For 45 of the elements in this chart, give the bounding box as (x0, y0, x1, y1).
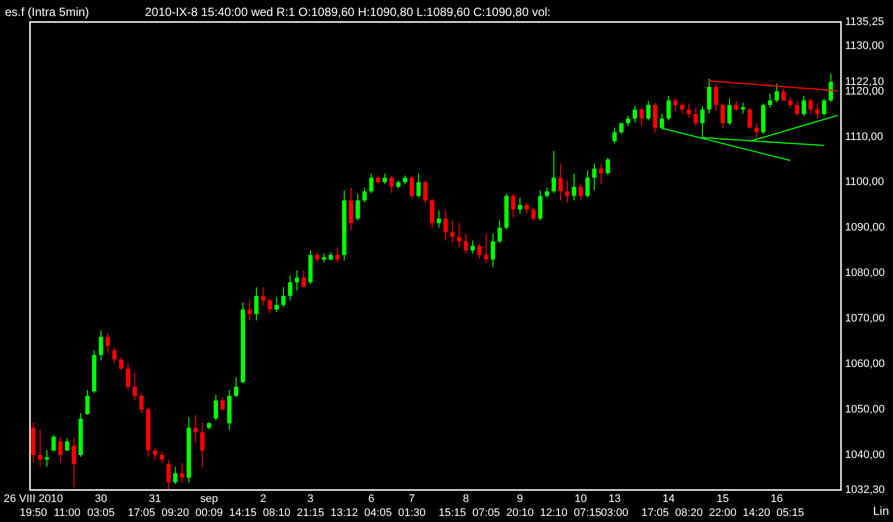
y-tick-label: 1130,00 (845, 40, 884, 52)
y-tick-label: 1090,00 (845, 222, 885, 234)
y-tick-label: 1032,30 (845, 484, 885, 496)
x-tick-label: 6 (368, 493, 374, 505)
x-tick-label: 15 22:00 (708, 493, 736, 519)
x-tick-label: 17:05 (641, 507, 669, 519)
x-tick-label: 3 21:15 (296, 493, 324, 519)
x-tick-label: 08:10 (262, 507, 290, 519)
y-tick-label: 1080,00 (845, 267, 885, 280)
y-tick-label: 1040,00 (845, 448, 885, 461)
x-tick-label: 2 (260, 493, 266, 505)
y-tick-label: 1050,00 (845, 404, 885, 416)
x-tick-label: 08:20 (675, 507, 703, 519)
text: Lin (872, 504, 889, 518)
x-tick-label: 07:15 (574, 507, 602, 519)
y-tick-label: 1060,00 (845, 358, 885, 370)
chart-subtitle: 2010-IX-8 15:40:00 wed R:1 O:1089,60 H:1090,80 L:1089,60 C:1090,80 vol: (145, 5, 551, 19)
x-tick-label: 14:15 (229, 507, 257, 519)
x-tick-label: 14:20 (742, 507, 770, 519)
x-tick-label: 31 (148, 493, 162, 505)
y-tick-label: 1122,10 (845, 76, 884, 88)
chart-title: es.f (Intra 5min) (5, 5, 90, 19)
x-tick-label: 13 03:00 (600, 493, 628, 519)
x-tick-label: 17:05 (128, 507, 156, 519)
x-tick-label: 13:12 (330, 507, 358, 519)
x-tick-label: 07:05 (472, 507, 500, 519)
x-tick-label: 09:20 (162, 507, 190, 519)
x-tick-label: 15:15 (438, 507, 466, 519)
x-tick-label: 30 03:05 (87, 493, 115, 519)
x-tick-label: 10 (574, 493, 587, 505)
y-tick-label: 1100,00 (845, 176, 884, 188)
x-tick-label: 11:00 (54, 507, 81, 519)
y-tick-label: 1070,00 (845, 312, 885, 325)
x-tick-label: 7 01:30 (398, 493, 426, 519)
x-tick-label: 05:15 (776, 507, 804, 519)
x-tick-label: 8 (462, 493, 469, 505)
y-tick-label: 1110,00 (845, 130, 884, 143)
x-tick-label: 14 (662, 493, 675, 505)
y-tick-label: 1135,25 (845, 16, 884, 28)
x-tick-label: sep 00:09 (195, 493, 223, 519)
x-tick-label: 9 20:10 (506, 493, 534, 519)
x-tick-label: 12:10 (540, 507, 568, 519)
x-tick-label: 04:05 (364, 507, 392, 519)
y-tick-label: 1120,00 (845, 85, 884, 98)
x-tick-label: 16 (770, 493, 783, 505)
